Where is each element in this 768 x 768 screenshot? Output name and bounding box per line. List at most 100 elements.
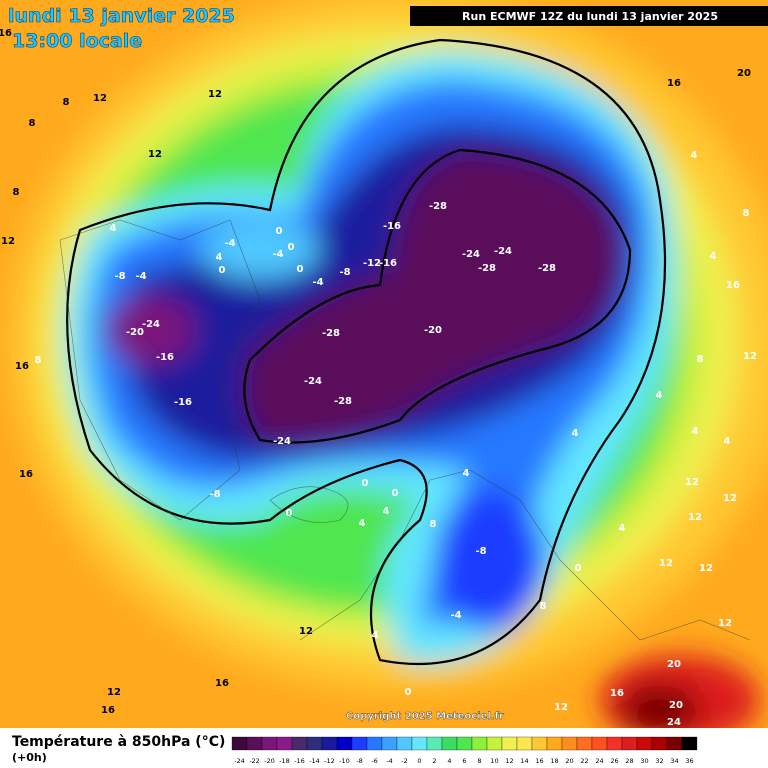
contour-label: -16 (383, 221, 401, 232)
legend-title: Température à 850hPa (°C) (12, 734, 225, 750)
contour-label: 12 (107, 687, 121, 698)
colorbar-swatch (351, 736, 368, 751)
map-labels: 168 12 128128124-40040-40-4-8-12-16-16-28-… (0, 28, 757, 728)
colorbar-swatch (606, 736, 623, 751)
contour-label: 4 (359, 518, 366, 529)
contour-label: 16 (15, 361, 29, 372)
colorbar-swatch (336, 736, 353, 751)
contour-label: 8 (697, 354, 704, 365)
contour-label: -24 (142, 319, 160, 330)
colorbar-swatch (531, 736, 548, 751)
colorbar-tick-label: -6 (371, 757, 377, 765)
colorbar-swatch (516, 736, 533, 751)
colorbar-tick-label: -2 (401, 757, 407, 765)
colorbar-tick-label: 10 (490, 757, 498, 765)
colorbar-tick-label: 20 (565, 757, 573, 765)
contour-label: 16 (726, 280, 740, 291)
contour-label: -4 (272, 249, 283, 260)
contour-label: 0 (297, 264, 304, 275)
colorbar-tick-label: 24 (595, 757, 603, 765)
contour-label: 8 (743, 208, 750, 219)
copyright: Copyright 2025 Meteociel.fr (346, 711, 504, 722)
contour-label: -24 (273, 436, 291, 447)
contour-label: 0 (288, 242, 295, 253)
contour-label: 12 (208, 89, 222, 100)
temperature-field (0, 0, 768, 745)
contour-label: 4 (724, 436, 731, 447)
coastlines (59, 219, 751, 641)
contour-label: -28 (538, 263, 556, 274)
contour-label: -4 (224, 238, 235, 249)
contour-label: 8 (63, 97, 70, 108)
contour-label: 12 (554, 702, 568, 713)
contour-label: 16 (610, 688, 624, 699)
colorbar-tick-label: 30 (640, 757, 648, 765)
colorbar-swatch (456, 736, 473, 751)
contour-label: -8 (114, 271, 125, 282)
contour-label: 20 (669, 700, 683, 711)
contour-label: -24 (494, 246, 512, 257)
colorbar-swatch (471, 736, 488, 751)
contour-label: 8 (35, 355, 42, 366)
contour-label: 12 (699, 563, 713, 574)
colorbar-swatch (366, 736, 383, 751)
colorbar-tick-label: 18 (550, 757, 558, 765)
contour-label: 0 (575, 563, 582, 574)
colorbar-swatch (576, 736, 593, 751)
contour-label: 20 (737, 68, 751, 79)
colorbar-tick-label: 6 (462, 757, 466, 765)
date-title: lundi 13 janvier 2025 (8, 5, 235, 27)
colorbar-swatch (276, 736, 293, 751)
contour-label: 12 (93, 93, 107, 104)
contour-label: 4 (110, 223, 117, 234)
contour-label: 4 (692, 426, 699, 437)
colorbar-tick-label: -18 (279, 757, 290, 765)
colorbar-swatch (261, 736, 278, 751)
contour-label: 0 (362, 478, 369, 489)
contour-label: -28 (429, 201, 447, 212)
time-title: 13:00 locale (12, 30, 142, 52)
contour-label: 12 (1, 236, 15, 247)
contour-label: 4 (619, 523, 626, 534)
colorbar-tick-label: -14 (309, 757, 320, 765)
contour-label: 8 (540, 601, 547, 612)
colorbar-tick-label: -4 (386, 757, 392, 765)
colorbar-tick-label: 34 (670, 757, 678, 765)
contour-label: 8 (29, 118, 36, 129)
colorbar-tick-label: -24 (234, 757, 245, 765)
contour-label: -16 (379, 258, 397, 269)
contour-label: -28 (478, 263, 496, 274)
contour-label: -4 (135, 271, 146, 282)
contour-label: -24 (304, 376, 322, 387)
contour-label: 20 (667, 659, 681, 670)
contour-label: 16 (101, 705, 115, 716)
contour-label: 4 (656, 390, 663, 401)
contour-label: -20 (424, 325, 442, 336)
contour-label: 12 (659, 558, 673, 569)
contour-label: 0 (286, 508, 293, 519)
colorbar-swatch (396, 736, 413, 751)
colorbar-tick-label: -8 (356, 757, 362, 765)
colorbar-swatch (561, 736, 578, 751)
colorbar-tick-label: 12 (505, 757, 513, 765)
contour-label: 4 (372, 630, 379, 641)
colorbar-tick-label: 36 (685, 757, 693, 765)
colorbar-tick-label: 2 (432, 757, 436, 765)
colorbar-swatch (291, 736, 308, 751)
contour-label: 12 (723, 493, 737, 504)
contour-label: 12 (718, 618, 732, 629)
contour-label: 24 (667, 717, 681, 728)
colorbar-swatch (441, 736, 458, 751)
contour-label: -16 (156, 352, 174, 363)
contour-label: -16 (174, 397, 192, 408)
colorbar-tick-label: 14 (520, 757, 528, 765)
contour-label: -28 (322, 328, 340, 339)
colorbar-tick-label: -16 (294, 757, 305, 765)
colorbar-swatch (501, 736, 518, 751)
contour-label: 4 (383, 506, 390, 517)
contour-label: 12 (685, 477, 699, 488)
colorbar-tick-label: -12 (324, 757, 335, 765)
colorbar-swatch (381, 736, 398, 751)
colorbar-tick-label: 26 (610, 757, 618, 765)
contour-label: -24 (462, 249, 480, 260)
